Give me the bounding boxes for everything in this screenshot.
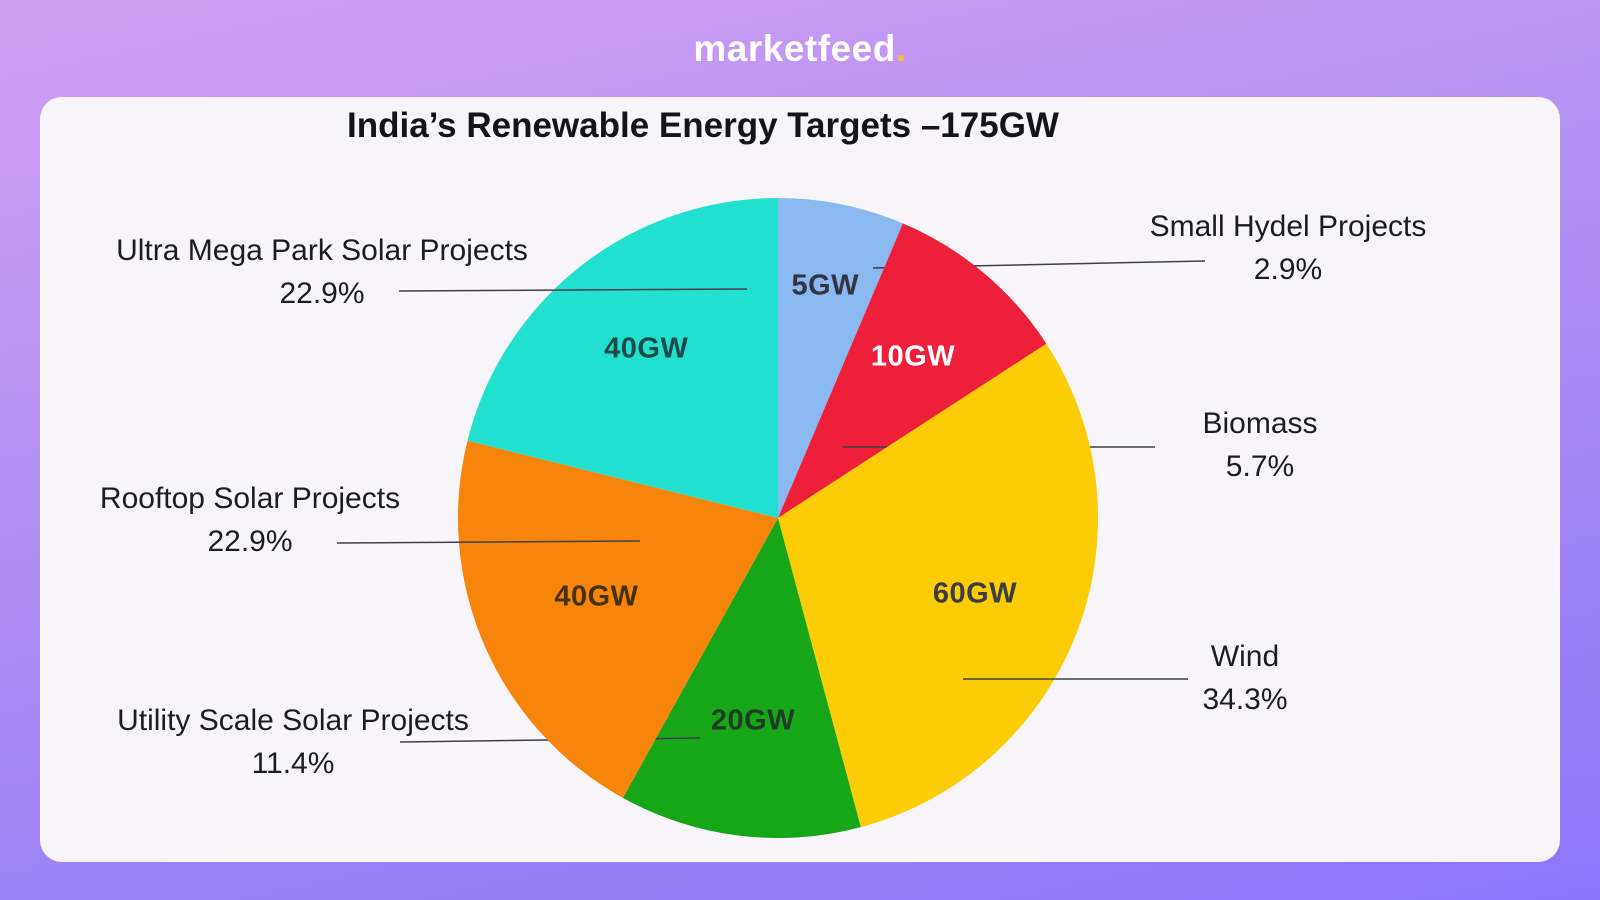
pie-slice-biomass (778, 223, 1047, 518)
callout-name: Utility Scale Solar Projects (117, 704, 469, 737)
callout-name: Rooftop Solar Projects (99, 482, 401, 515)
pie-slice-utility-scale-solar-projects (622, 518, 861, 838)
callout-percent: 2.9% (1253, 252, 1323, 286)
pie-slice-small-hydel-projects (778, 197, 903, 518)
chart-title: India’s Renewable Energy Targets –175GW (347, 106, 1059, 145)
marketfeed-logo: marketfeed. (693, 28, 906, 70)
logo-text: marketfeed (693, 27, 896, 69)
slice-callout-wind: Wind 34.3% (1202, 636, 1287, 721)
slice-value-label-small-hydel-projects: 5GW (791, 269, 860, 302)
slice-callout-utility-scale-solar-projects: Utility Scale Solar Projects 11.4% (117, 700, 469, 785)
slice-value-label-rooftop-solar-projects: 40GW (554, 580, 639, 613)
callout-name: Biomass (1202, 407, 1318, 440)
leader-line-rooftop-solar-projects (336, 540, 641, 544)
slice-value-label-biomass: 10GW (870, 340, 956, 373)
logo-dot: . (895, 27, 907, 69)
leader-line-ultra-mega-park-solar-projects (398, 288, 748, 292)
callout-percent: 34.3% (1202, 682, 1288, 716)
callout-percent: 22.9% (279, 276, 365, 310)
callout-percent: 5.7% (1225, 449, 1295, 483)
callout-name: Small Hydel Projects (1149, 210, 1427, 243)
slice-callout-rooftop-solar-projects: Rooftop Solar Projects 22.9% (100, 478, 400, 563)
slice-callout-small-hydel-projects: Small Hydel Projects 2.9% (1150, 206, 1427, 291)
slice-callout-biomass: Biomass 5.7% (1202, 403, 1317, 488)
callout-name: Ultra Mega Park Solar Projects (116, 234, 528, 267)
callout-name: Wind (1210, 640, 1280, 673)
callout-percent: 22.9% (207, 524, 293, 558)
slice-value-label-utility-scale-solar-projects: 20GW (710, 704, 796, 737)
slice-value-label-ultra-mega-park-solar-projects: 40GW (604, 332, 689, 365)
callout-percent: 11.4% (251, 746, 335, 780)
header: marketfeed. (0, 0, 1600, 97)
pie-slice-wind (778, 343, 1099, 828)
slice-value-label-wind: 60GW (932, 577, 1018, 610)
pie-slice-rooftop-solar-projects (457, 440, 778, 798)
pie-slice-ultra-mega-park-solar-projects (467, 198, 778, 518)
slice-callout-ultra-mega-park-solar-projects: Ultra Mega Park Solar Projects 22.9% (116, 230, 528, 315)
